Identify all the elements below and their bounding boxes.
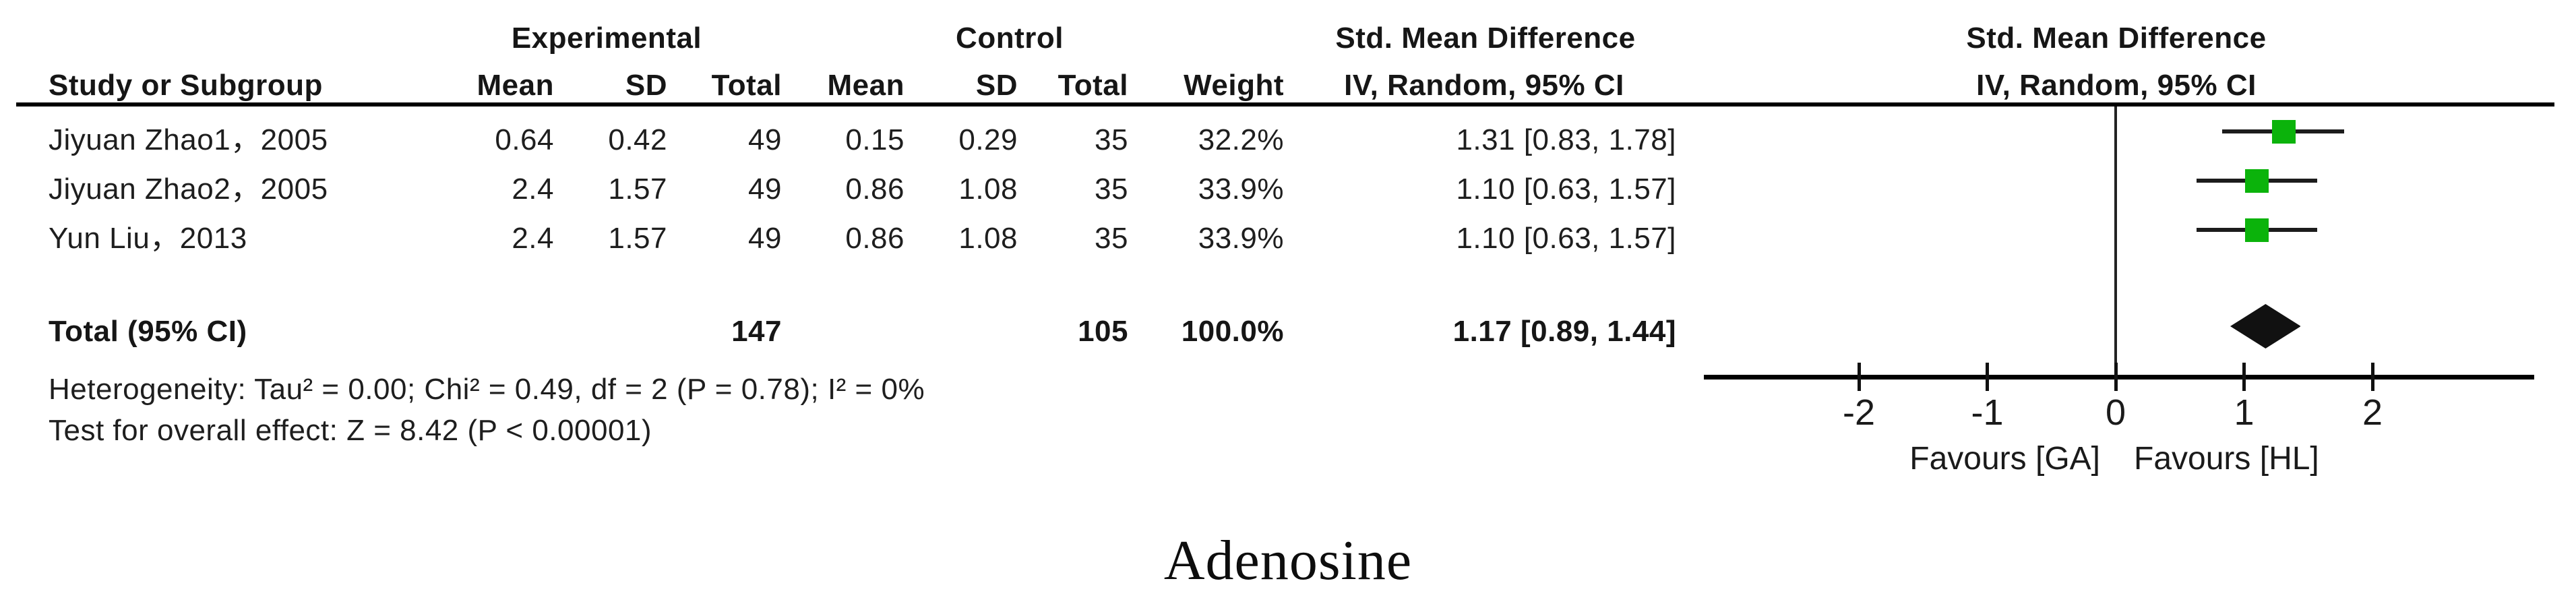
x-axis-tick (2114, 363, 2118, 391)
favours-left-label: Favours [GA] (1909, 441, 2100, 477)
x-axis-tick-label: 1 (2234, 392, 2255, 433)
x-axis-tick (2242, 363, 2246, 391)
header-control: Control (956, 22, 1064, 55)
row-study-name: Yun Liu，2013 (49, 222, 247, 255)
zero-line (2114, 107, 2117, 377)
col-header-exp-sd: SD (625, 69, 667, 102)
row-weight: 32.2% (1198, 123, 1284, 156)
col-header-exp-mean: Mean (477, 69, 554, 102)
header-smd-right: Std. Mean Difference (1966, 22, 2267, 55)
row-exp-mean: 2.4 (512, 173, 554, 206)
row-exp-sd: 1.57 (608, 173, 667, 206)
x-axis-tick-label: -1 (1971, 392, 2004, 433)
col-header-ctrl-sd: SD (975, 69, 1018, 102)
row-ctrl-total: 35 (1095, 222, 1128, 255)
col-header-iv-right: IV, Random, 95% CI (1976, 69, 2257, 102)
x-axis-tick (2370, 363, 2374, 391)
x-axis-tick-label: 0 (2105, 392, 2126, 433)
row-ctrl-total: 35 (1095, 173, 1128, 206)
col-header-study: Study or Subgroup (49, 69, 323, 102)
row-exp-sd: 0.42 (608, 123, 667, 156)
row-smd-ci: 1.10 [0.63, 1.57] (1456, 222, 1676, 255)
row-ctrl-mean: 0.86 (845, 222, 904, 255)
overall-diamond (2230, 304, 2301, 349)
row-smd-ci: 1.31 [0.83, 1.78] (1456, 123, 1676, 156)
total-ctrl-total: 105 (1078, 315, 1128, 348)
col-header-weight: Weight (1184, 69, 1284, 102)
header-experimental: Experimental (511, 22, 702, 55)
x-axis-tick (1986, 363, 1989, 391)
row-ctrl-sd: 1.08 (958, 173, 1018, 206)
total-exp-total: 147 (731, 315, 782, 348)
overall-effect-text: Test for overall effect: Z = 8.42 (P < 0… (49, 414, 652, 447)
effect-square (2245, 218, 2269, 242)
row-ctrl-mean: 0.86 (845, 173, 904, 206)
row-exp-mean: 0.64 (495, 123, 554, 156)
row-ctrl-sd: 1.08 (958, 222, 1018, 255)
row-study-name: Jiyuan Zhao1，2005 (49, 123, 328, 156)
row-exp-total: 49 (748, 123, 782, 156)
header-rule (16, 102, 2554, 107)
row-exp-total: 49 (748, 222, 782, 255)
header-smd-left: Std. Mean Difference (1335, 22, 1636, 55)
row-exp-sd: 1.57 (608, 222, 667, 255)
effect-square (2272, 119, 2296, 144)
row-exp-total: 49 (748, 173, 782, 206)
row-ctrl-total: 35 (1095, 123, 1128, 156)
row-study-name: Jiyuan Zhao2，2005 (49, 173, 328, 206)
row-exp-mean: 2.4 (512, 222, 554, 255)
total-weight: 100.0% (1181, 315, 1284, 348)
x-axis-line (1704, 375, 2534, 380)
x-axis-tick (1857, 363, 1861, 391)
x-axis-tick-label: -2 (1842, 392, 1876, 433)
heterogeneity-text: Heterogeneity: Tau² = 0.00; Chi² = 0.49,… (49, 373, 925, 406)
total-smd-ci: 1.17 [0.89, 1.44] (1452, 315, 1676, 348)
row-weight: 33.9% (1198, 173, 1284, 206)
col-header-ctrl-mean: Mean (827, 69, 904, 102)
row-smd-ci: 1.10 [0.63, 1.57] (1456, 173, 1676, 206)
row-weight: 33.9% (1198, 222, 1284, 255)
favours-right-label: Favours [HL] (2134, 441, 2319, 477)
effect-square (2245, 169, 2269, 193)
row-ctrl-sd: 0.29 (958, 123, 1018, 156)
figure-caption: Adenosine (1163, 529, 1413, 592)
col-header-ctrl-total: Total (1057, 69, 1128, 102)
col-header-exp-total: Total (711, 69, 782, 102)
total-row-label: Total (95% CI) (49, 315, 247, 348)
col-header-iv-left: IV, Random, 95% CI (1344, 69, 1624, 102)
x-axis-tick-label: 2 (2362, 392, 2383, 433)
row-ctrl-mean: 0.15 (845, 123, 904, 156)
